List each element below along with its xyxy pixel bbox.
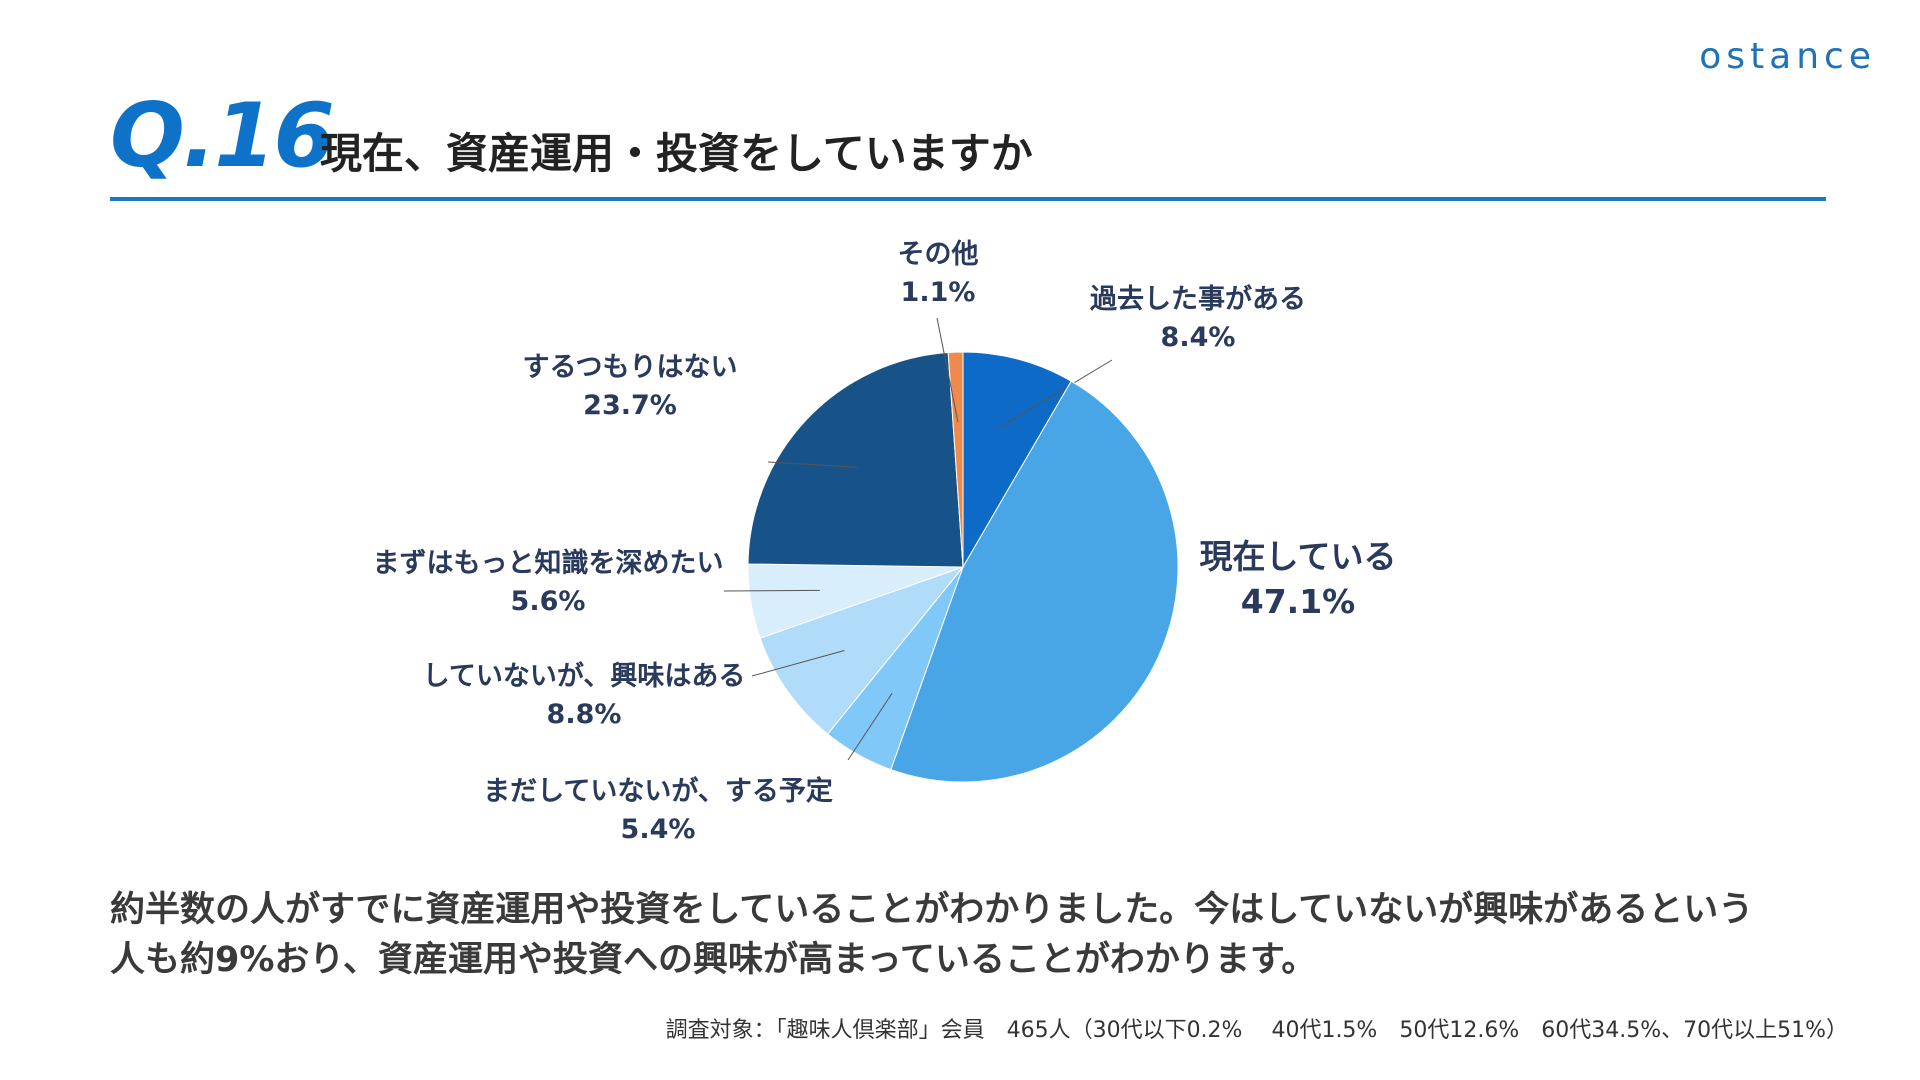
summary-line-2: 人も約9%おり、資産運用や投資への興味が高まっていることがわかります。	[110, 940, 1317, 980]
slice-label: するつもりはない	[523, 352, 738, 383]
leader-line	[1000, 359, 1113, 428]
slice-label: 現在している	[1199, 537, 1396, 576]
leader-line	[847, 693, 893, 761]
survey-footnote: 調査対象：「趣味人倶楽部」会員 465人（30代以下0.2% 40代1.5% 5…	[665, 1018, 1848, 1043]
pie-slice	[747, 351, 964, 568]
brand-logo: ostance	[1699, 36, 1876, 77]
summary-text: 約半数の人がすでに資産運用や投資をしていることがわかりました。今はしていないが興…	[110, 885, 1830, 985]
question-title: 現在、資産運用・投資をしていますか	[320, 129, 1033, 178]
slice-value-label: 1.1%	[901, 277, 976, 308]
leader-line	[751, 650, 845, 677]
leader-line	[723, 589, 820, 592]
slice-label: 過去した事がある	[1090, 283, 1306, 315]
leader-line	[936, 317, 959, 423]
pie-slice	[890, 380, 1179, 783]
slice-value-label: 8.4%	[1161, 322, 1236, 353]
slice-value-label: 5.6%	[511, 586, 586, 617]
slice-value-label: 8.8%	[547, 699, 622, 730]
slice-label: していないが、興味はある	[423, 660, 746, 692]
slice-value-label: 23.7%	[583, 390, 677, 421]
slice-value-label: 5.4%	[621, 814, 696, 845]
slice-label: その他	[898, 239, 979, 270]
slice-label: まだしていないが、する予定	[483, 775, 833, 807]
pie-slice	[947, 351, 964, 568]
summary-line-1: 約半数の人がすでに資産運用や投資をしていることがわかりました。今はしていないが興…	[110, 890, 1754, 930]
slice-label: まずはもっと知識を深めたい	[373, 548, 724, 579]
slice-value-label: 47.1%	[1241, 582, 1356, 621]
leader-line	[767, 461, 858, 468]
pie-slice	[759, 565, 965, 735]
question-number: Q.16	[110, 84, 335, 187]
pie-chart: 過去した事がある 8.4% 現在している 47.1% まだしていないが、する予定 5.4%…	[373, 239, 1397, 845]
pie-slice	[962, 351, 1072, 569]
header-divider	[110, 197, 1826, 201]
